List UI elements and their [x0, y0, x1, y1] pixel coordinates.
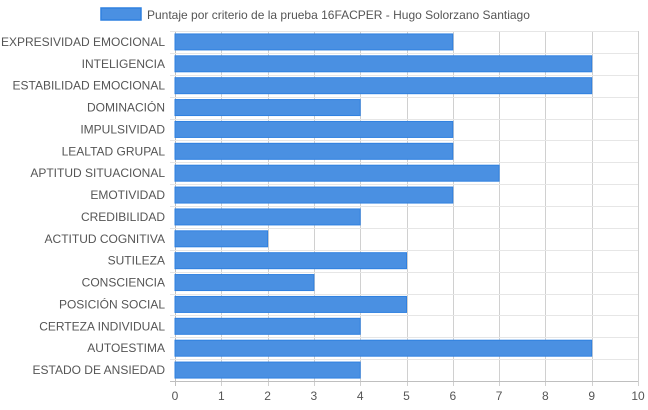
x-tick-label: 10: [631, 389, 645, 403]
category-label: ACTITUD COGNITIVA: [45, 232, 165, 246]
legend-label: Puntaje por criterio de la prueba 16FACP…: [147, 8, 530, 22]
bars: [174, 33, 593, 379]
bar[interactable]: [174, 142, 454, 160]
x-tick-label: 9: [588, 389, 595, 403]
x-tick-label: 7: [496, 389, 503, 403]
category-label: ESTABILIDAD EMOCIONAL: [13, 79, 166, 93]
x-tick-label: 1: [218, 389, 225, 403]
x-tick-label: 2: [264, 389, 271, 403]
category-label: CERTEZA INDIVIDUAL: [39, 319, 165, 333]
category-label: CREDIBILIDAD: [81, 210, 165, 224]
category-label: EXPRESIVIDAD EMOCIONAL: [1, 35, 165, 49]
bar[interactable]: [174, 317, 361, 335]
category-labels: EXPRESIVIDAD EMOCIONAL INTELIGENCIA ESTABI…: [1, 35, 165, 377]
category-label: ESTADO DE ANSIEDAD: [33, 363, 166, 377]
x-tick-label: 3: [311, 389, 318, 403]
bar[interactable]: [174, 230, 269, 248]
category-label: APTITUD SITUACIONAL: [30, 166, 165, 180]
category-label: CONSCIENCIA: [82, 276, 165, 290]
bar[interactable]: [174, 33, 454, 51]
legend: Puntaje por criterio de la prueba 16FACP…: [100, 7, 530, 22]
bar[interactable]: [174, 164, 500, 182]
bar[interactable]: [174, 208, 361, 226]
bar[interactable]: [174, 361, 361, 379]
x-tick-label: 4: [357, 389, 364, 403]
category-label: INTELIGENCIA: [82, 57, 165, 71]
bar[interactable]: [174, 120, 454, 138]
bar[interactable]: [174, 252, 407, 270]
bar[interactable]: [174, 274, 315, 292]
bar[interactable]: [174, 99, 361, 117]
category-label: DOMINACIÓN: [87, 100, 165, 115]
x-tick-labels: 0 1 2 3 4 5 6 7 8 9 10: [172, 389, 645, 403]
category-label: IMPULSIVIDAD: [80, 122, 165, 136]
bar[interactable]: [174, 186, 454, 204]
category-label: EMOTIVIDAD: [90, 188, 165, 202]
x-tick-label: 5: [403, 389, 410, 403]
legend-swatch: [100, 7, 142, 21]
bar[interactable]: [174, 339, 593, 357]
bar[interactable]: [174, 55, 593, 73]
x-tick-label: 6: [449, 389, 456, 403]
category-label: SUTILEZA: [108, 254, 165, 268]
x-tick-label: 0: [172, 389, 179, 403]
x-tick-label: 8: [542, 389, 549, 403]
category-label: AUTOESTIMA: [87, 341, 165, 355]
bar[interactable]: [174, 295, 407, 313]
category-label: POSICIÓN SOCIAL: [59, 296, 165, 311]
category-label: LEALTAD GRUPAL: [62, 144, 166, 158]
bar[interactable]: [174, 77, 593, 95]
